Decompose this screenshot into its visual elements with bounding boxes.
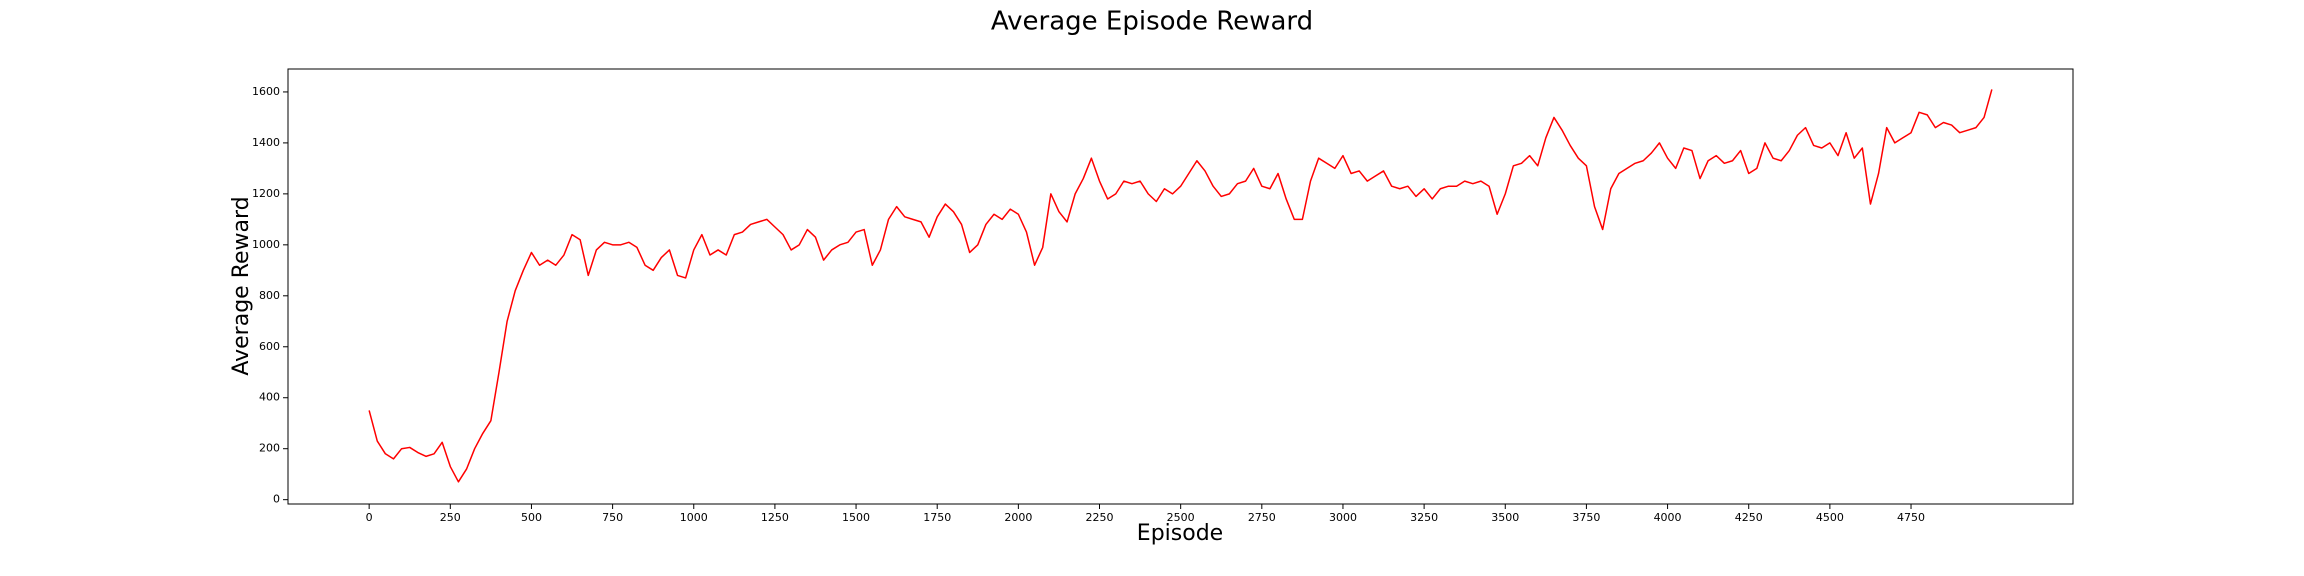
y-tick-label: 600 xyxy=(259,340,280,353)
y-tick-label: 1000 xyxy=(252,238,280,251)
x-tick-label: 1250 xyxy=(761,511,789,524)
y-tick-label: 1200 xyxy=(252,187,280,200)
y-tick-label: 1400 xyxy=(252,136,280,149)
x-tick-label: 1500 xyxy=(842,511,870,524)
x-tick-label: 2000 xyxy=(1004,511,1032,524)
x-tick-label: 4750 xyxy=(1897,511,1925,524)
x-tick-label: 2750 xyxy=(1248,511,1276,524)
data-line xyxy=(368,89,1993,483)
y-tick-label: 0 xyxy=(273,493,280,506)
y-tick-label: 200 xyxy=(259,442,280,455)
x-axis-label: Episode xyxy=(1137,521,1223,546)
x-tick-label: 4250 xyxy=(1735,511,1763,524)
plot-frame xyxy=(287,68,2074,505)
x-tick-label: 4500 xyxy=(1816,511,1844,524)
x-tick-label: 3500 xyxy=(1491,511,1519,524)
x-tick-label: 750 xyxy=(602,511,623,524)
y-tick-label: 1600 xyxy=(252,85,280,98)
y-tick-label: 800 xyxy=(259,289,280,302)
x-tick-label: 0 xyxy=(366,511,373,524)
chart-title: Average Episode Reward xyxy=(991,7,1313,37)
x-tick-label: 3000 xyxy=(1329,511,1357,524)
x-tick-label: 250 xyxy=(440,511,461,524)
x-tick-label: 3750 xyxy=(1572,511,1600,524)
x-tick-label: 4000 xyxy=(1654,511,1682,524)
x-tick-label: 1000 xyxy=(680,511,708,524)
x-tick-label: 2250 xyxy=(1086,511,1114,524)
x-tick-label: 3250 xyxy=(1410,511,1438,524)
x-tick-label: 1750 xyxy=(923,511,951,524)
y-tick-label: 400 xyxy=(259,391,280,404)
x-tick-label: 2500 xyxy=(1167,511,1195,524)
x-tick-label: 500 xyxy=(521,511,542,524)
y-axis-label: Average Reward xyxy=(229,196,254,375)
